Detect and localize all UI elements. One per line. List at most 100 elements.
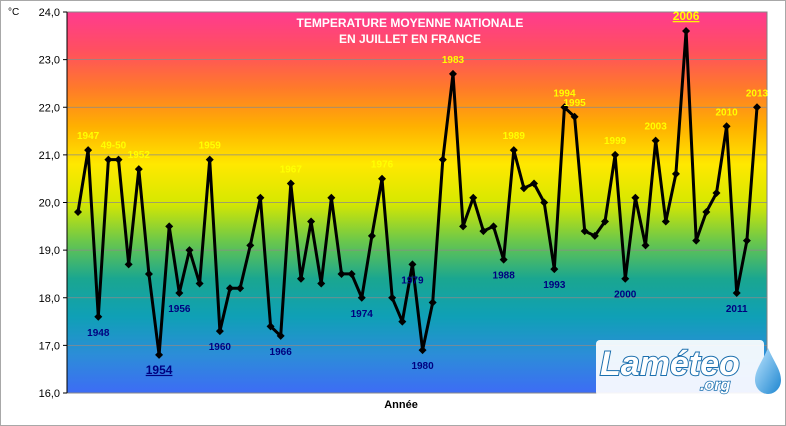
cold-year-label: 2011 (726, 304, 748, 315)
data-point-1991 (530, 179, 539, 188)
cold-year-label: 1956 (168, 304, 191, 315)
data-point-1970 (317, 279, 326, 288)
data-point-1990 (519, 184, 528, 193)
data-point-1982 (438, 155, 447, 164)
data-point-1958 (195, 279, 204, 288)
data-point-1995 (570, 112, 579, 121)
data-point-1960 (215, 327, 224, 336)
cold-year-label: 1988 (493, 271, 516, 282)
data-point-1997 (590, 231, 599, 240)
data-point-1953 (144, 269, 153, 278)
data-point-1975 (367, 231, 376, 240)
data-point-1968 (296, 274, 305, 283)
y-tick-label: 22,0 (39, 102, 60, 114)
y-tick-label: 16,0 (39, 388, 60, 400)
y-tick-label: 17,0 (39, 340, 60, 352)
hot-year-label: 49-50 (101, 141, 127, 152)
hot-year-label: 1994 (553, 88, 576, 99)
data-point-1947 (84, 146, 93, 155)
data-point-1954 (155, 350, 164, 359)
hot-year-label: 1999 (604, 136, 627, 147)
data-point-2001 (631, 193, 640, 202)
data-point-1961 (226, 284, 235, 293)
cold-year-label: 1960 (209, 342, 232, 353)
data-point-2010 (722, 122, 731, 131)
data-point-1950 (114, 155, 123, 164)
hot-year-label: 1976 (371, 160, 394, 171)
data-point-1985 (469, 193, 478, 202)
data-point-1963 (246, 241, 255, 250)
data-point-2002 (641, 241, 650, 250)
data-point-1965 (266, 322, 275, 331)
data-point-1981 (428, 298, 437, 307)
data-point-1951 (124, 260, 133, 269)
lameteo-logo: Laméteo .org (596, 340, 781, 396)
record-hot-year-label: 2006 (673, 9, 700, 23)
hot-year-label: 1959 (199, 141, 222, 152)
data-point-2008 (702, 208, 711, 217)
hot-year-label: 2010 (715, 107, 738, 118)
cold-year-label: 2000 (614, 290, 637, 301)
data-point-2003 (651, 136, 660, 145)
data-point-1959 (205, 155, 214, 164)
data-point-2004 (661, 217, 670, 226)
y-tick-label: 24,0 (39, 7, 60, 19)
data-point-1974 (357, 293, 366, 302)
data-point-1984 (459, 222, 468, 231)
data-point-1996 (580, 227, 589, 236)
water-drop-icon (755, 348, 781, 394)
y-tick-label: 19,0 (39, 245, 60, 257)
data-point-1988 (499, 255, 508, 264)
chart-title-line-2: EN JUILLET EN FRANCE (339, 32, 481, 46)
data-point-1977 (388, 293, 397, 302)
data-point-1948 (94, 312, 103, 321)
y-tick-label: 20,0 (39, 198, 60, 210)
data-point-1946 (74, 208, 82, 217)
data-point-1978 (398, 317, 407, 326)
data-point-2005 (671, 169, 680, 178)
y-axis-unit: °C (8, 7, 19, 18)
data-point-1973 (347, 269, 356, 278)
cold-year-label: 1979 (401, 275, 424, 286)
data-point-1983 (448, 69, 457, 78)
record-cold-year-label: 1954 (146, 363, 173, 377)
hot-year-label: 2013 (746, 88, 769, 99)
cold-year-label: 1974 (351, 309, 374, 320)
data-point-2007 (692, 236, 701, 245)
data-point-1998 (600, 217, 609, 226)
y-tick-label: 23,0 (39, 55, 60, 67)
cold-year-label: 1980 (411, 361, 434, 372)
data-point-1962 (236, 284, 245, 293)
data-point-1989 (509, 146, 518, 155)
cold-year-label: 1966 (270, 347, 293, 358)
hot-year-label: 1967 (280, 164, 303, 175)
data-point-1994 (560, 103, 569, 112)
data-point-1964 (256, 193, 265, 202)
y-tick-label: 21,0 (39, 150, 60, 162)
data-point-1971 (327, 193, 336, 202)
data-point-2011 (732, 288, 741, 297)
cold-year-label: 1948 (87, 328, 110, 339)
hot-year-label: 1983 (442, 55, 465, 66)
data-point-1980 (418, 346, 427, 355)
logo-main-text: Laméteo (600, 345, 740, 383)
data-point-1992 (540, 198, 549, 207)
data-point-2012 (742, 236, 751, 245)
data-point-1955 (165, 222, 174, 231)
data-point-1979 (408, 260, 417, 269)
data-point-1949 (104, 155, 113, 164)
x-axis-label: Année (384, 399, 418, 411)
series-line (76, 29, 759, 357)
data-point-1966 (276, 331, 285, 340)
data-point-1976 (378, 174, 387, 183)
logo-sub-text: .org (700, 377, 730, 394)
data-markers (74, 27, 761, 359)
data-point-1986 (479, 227, 488, 236)
data-point-1967 (286, 179, 295, 188)
y-tick-label: 18,0 (39, 293, 60, 305)
data-point-1952 (134, 165, 143, 174)
hot-year-label: 1995 (563, 98, 586, 109)
data-point-1969 (307, 217, 316, 226)
